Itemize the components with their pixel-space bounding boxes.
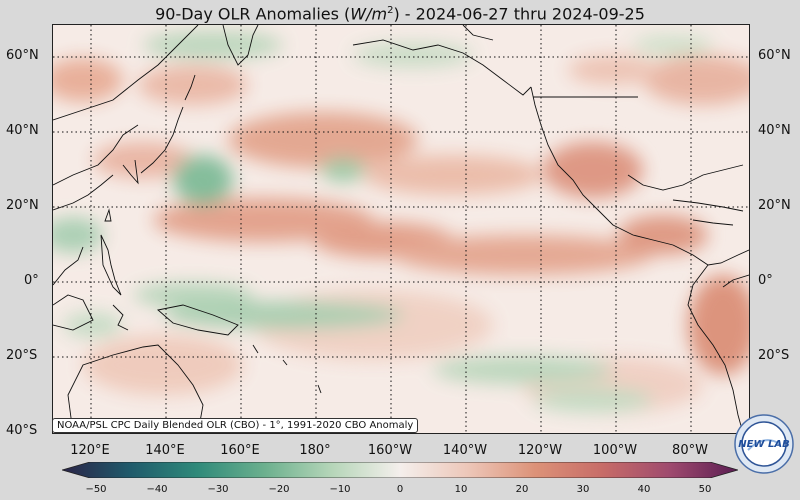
lat-label-40s-left: 40°S: [6, 423, 38, 438]
colorbar-tick: 50: [698, 484, 712, 495]
lon-label-160e: 160°E: [220, 443, 260, 458]
colorbar-tick: −50: [85, 484, 107, 495]
map-canvas: [53, 25, 749, 433]
lat-label-20s-right: 20°S: [758, 348, 790, 363]
colorbar-tick: −20: [268, 484, 290, 495]
lat-label-60n-right: 60°N: [758, 48, 791, 63]
lon-label-160w: 160°W: [367, 443, 413, 458]
lon-label-100w: 100°W: [592, 443, 638, 458]
graticule: [53, 25, 749, 433]
lon-label-80w: 80°W: [672, 443, 708, 458]
lat-label-eq-left: 0°: [24, 273, 39, 288]
lon-label-120e: 120°E: [70, 443, 110, 458]
lon-label-140e: 140°E: [145, 443, 185, 458]
data-source-credit: NOAA/PSL CPC Daily Blended OLR (CBO) - 1…: [52, 418, 419, 433]
colorbar-tick: 20: [515, 484, 529, 495]
psl-lab-logo: NEW LAB: [734, 414, 794, 474]
colorbar: [62, 462, 738, 478]
colorbar-tick: 0: [396, 484, 404, 495]
lon-label-140w: 140°W: [442, 443, 488, 458]
olr-anomaly-map: [52, 24, 750, 434]
lat-label-20s-left: 20°S: [6, 348, 38, 363]
lon-label-180: 180°: [299, 443, 331, 458]
lat-label-eq-right: 0°: [758, 273, 773, 288]
colorbar-tick: 40: [637, 484, 651, 495]
colorbar-tick: −30: [207, 484, 229, 495]
svg-text:NEW LAB: NEW LAB: [738, 439, 789, 450]
lat-label-60n-left: 60°N: [6, 48, 39, 63]
map-title: 90-Day OLR Anomalies (W/m2) - 2024-06-27…: [155, 4, 645, 24]
colorbar-tick: 10: [454, 484, 468, 495]
lat-label-20n-right: 20°N: [758, 198, 791, 213]
colorbar-tick: 30: [576, 484, 590, 495]
lat-label-40n-right: 40°N: [758, 123, 791, 138]
lon-label-120w: 120°W: [517, 443, 563, 458]
colorbar-tick: −10: [329, 484, 351, 495]
lat-label-40n-left: 40°N: [6, 123, 39, 138]
colorbar-tick: −40: [146, 484, 168, 495]
lat-label-20n-left: 20°N: [6, 198, 39, 213]
